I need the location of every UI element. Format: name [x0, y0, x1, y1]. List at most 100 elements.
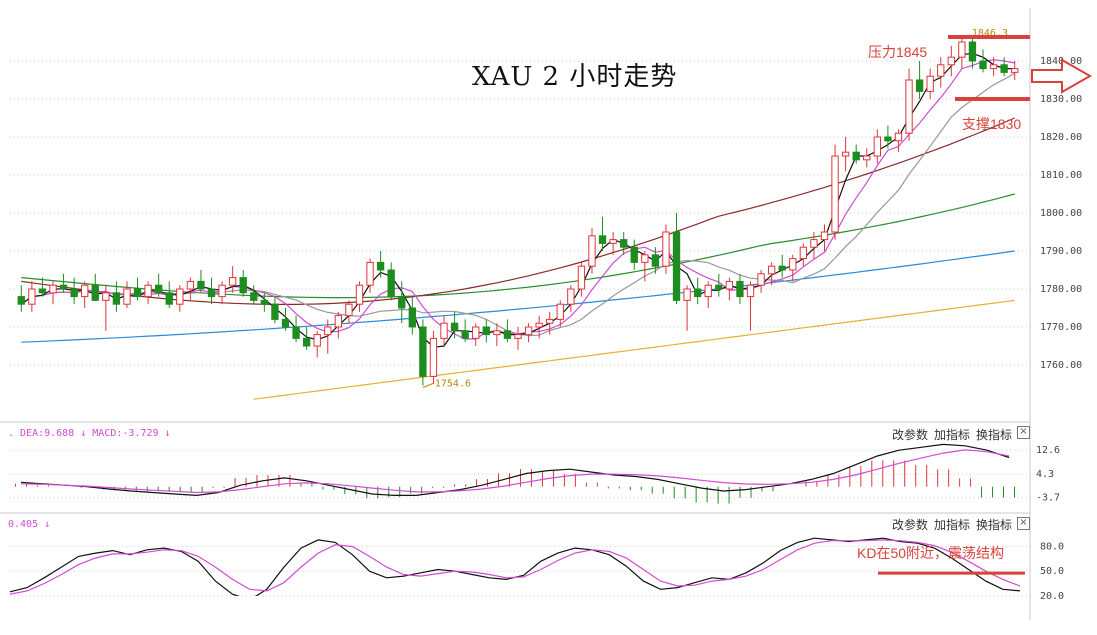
- chart-title: XAU 2 小时走势: [472, 62, 678, 92]
- price-tick-label: 1800.00: [1040, 208, 1082, 219]
- macd-switch-indicator-button[interactable]: 换指标: [976, 428, 1013, 442]
- macd-dif-line: [20, 443, 1010, 497]
- candle-down: [387, 269, 395, 298]
- price-tick-label: 1760.00: [1040, 360, 1082, 371]
- kd-close-icon[interactable]: ×: [1017, 517, 1030, 530]
- macd-add-indicator-button[interactable]: 加指标: [934, 428, 971, 442]
- ma-line-ma60: [21, 193, 1015, 299]
- candle-up: [366, 261, 374, 286]
- candle-down: [672, 231, 681, 301]
- low-label: 1754.6: [435, 379, 471, 390]
- candle-down: [133, 288, 142, 298]
- candle-up: [767, 265, 776, 275]
- resistance-label: 压力1845: [868, 44, 927, 60]
- candle-up: [313, 334, 321, 347]
- candle-up: [863, 155, 871, 161]
- kd-change-params-button[interactable]: 改参数: [892, 518, 929, 532]
- candle-up: [49, 284, 57, 294]
- candle-up: [102, 292, 110, 301]
- candle-up: [429, 337, 438, 377]
- macd-close-icon[interactable]: ×: [1017, 426, 1030, 439]
- kd-switch-indicator-button[interactable]: 换指标: [976, 518, 1013, 532]
- candle-down: [250, 292, 258, 301]
- price-panel: 1840.001830.001820.001810.001800.001790.…: [0, 8, 1093, 620]
- candle-up: [831, 155, 839, 233]
- candle-down: [461, 330, 469, 339]
- arrow-right-icon: [1031, 58, 1093, 94]
- macd-dea-line: [20, 449, 1010, 494]
- price-tick-label: 1810.00: [1040, 170, 1082, 181]
- candle-up: [989, 64, 998, 70]
- candle-down: [884, 136, 892, 142]
- candle-up: [81, 284, 89, 298]
- macd-panel: . DEA:9.688 ↓ MACD:-3.729 ↓ 12.6 4.3 -3.7: [8, 428, 1060, 504]
- candle-up: [345, 303, 353, 317]
- candle-down: [207, 288, 216, 298]
- candle-up: [704, 284, 712, 298]
- candle-up: [556, 303, 564, 320]
- candle-up: [725, 280, 734, 290]
- candle-up: [535, 322, 543, 328]
- candle-up: [958, 41, 966, 58]
- candle-down: [17, 296, 25, 305]
- candle-down: [715, 284, 723, 290]
- candle-down: [281, 318, 290, 328]
- candle-up: [440, 322, 448, 339]
- candle-up: [789, 258, 797, 271]
- candle-down: [419, 326, 427, 377]
- candle-down: [91, 284, 99, 301]
- candle-up: [609, 239, 617, 244]
- price-tick-label: 1830.00: [1040, 94, 1082, 105]
- candle-up: [493, 330, 501, 336]
- candle-up: [355, 284, 364, 305]
- high-label: 1846.3: [972, 28, 1008, 39]
- candle-up: [546, 318, 554, 324]
- candle-up: [324, 326, 332, 336]
- candle-up: [894, 132, 903, 142]
- candle-down: [915, 79, 924, 92]
- candle-up: [567, 288, 575, 305]
- candle-up: [926, 75, 934, 92]
- kd-d-line: [9, 539, 1021, 595]
- candle-up: [746, 284, 755, 298]
- candle-up: [514, 334, 522, 339]
- candle-up: [472, 326, 480, 339]
- candle-up: [334, 315, 343, 328]
- candle-up: [176, 288, 184, 305]
- macd-tick-label: -3.7: [1036, 492, 1060, 503]
- kd-tick-label: 80.0: [1040, 541, 1064, 552]
- macd-change-params-button[interactable]: 改参数: [892, 428, 929, 442]
- candle-up: [757, 273, 765, 286]
- candle-up: [186, 280, 195, 290]
- candle-down: [112, 292, 121, 305]
- candle-down: [968, 41, 977, 62]
- candle-up: [683, 288, 691, 301]
- candle-down: [630, 246, 638, 263]
- candle-down: [979, 60, 987, 70]
- candle-down: [239, 277, 247, 294]
- candle-up: [123, 288, 131, 305]
- candle-down: [503, 330, 512, 339]
- candle-up: [1011, 68, 1019, 73]
- candle-up: [905, 79, 913, 134]
- kd-panel: 0.405 ↓ 80.0 50.0 20.0 KD在50附近，震荡结构: [8, 519, 1064, 602]
- candle-up: [588, 235, 596, 267]
- candle-up: [873, 136, 881, 157]
- candle-up: [218, 284, 226, 298]
- candle-down: [408, 307, 416, 328]
- candle-up: [810, 239, 818, 248]
- price-tick-label: 1780.00: [1040, 284, 1082, 295]
- ma-line-ma30: [21, 117, 1015, 305]
- kd-tick-label: 50.0: [1040, 566, 1064, 577]
- ma-line-ma250: [253, 299, 1015, 400]
- candle-down: [271, 303, 279, 320]
- candle-up: [947, 56, 955, 66]
- kd-add-indicator-button[interactable]: 加指标: [934, 518, 971, 532]
- candle-down: [292, 326, 300, 339]
- candle-up: [144, 284, 152, 298]
- candle-down: [197, 280, 205, 290]
- price-tick-label: 1820.00: [1040, 132, 1082, 143]
- candle-up: [841, 151, 850, 157]
- candle-up: [937, 64, 945, 77]
